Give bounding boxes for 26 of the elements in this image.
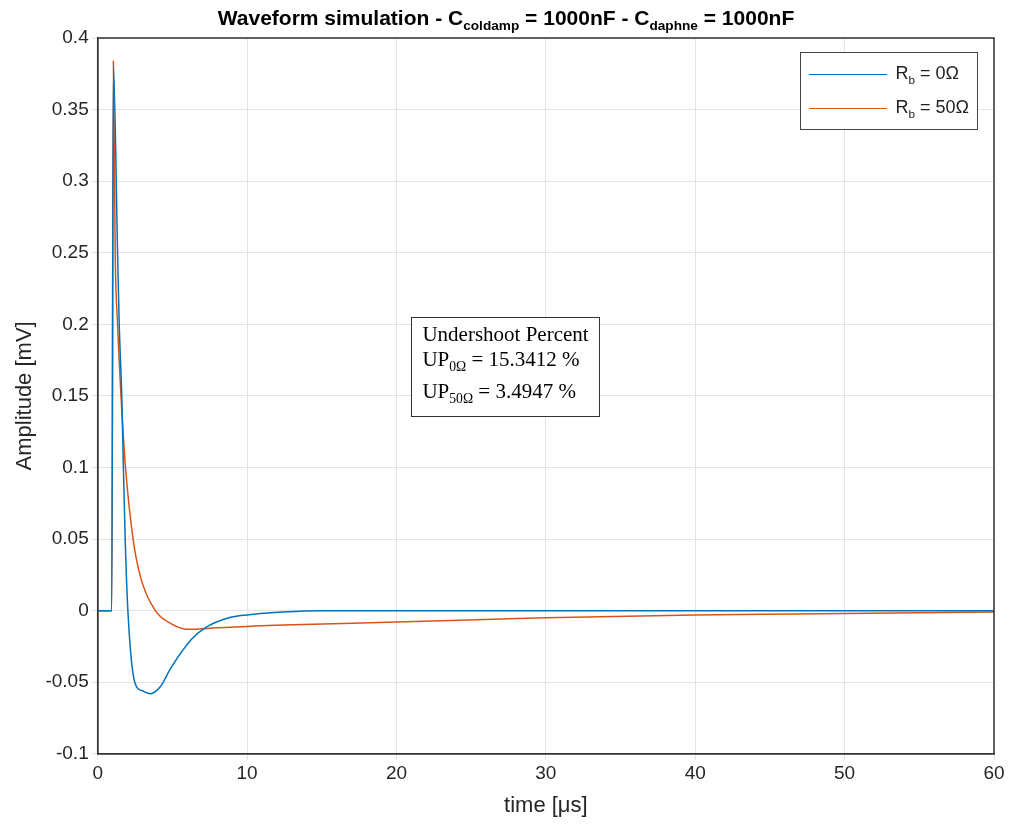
x-tick-label: 60 xyxy=(983,762,1005,784)
y-tick-label: 0.2 xyxy=(62,312,89,334)
annotation: UP$_{50Ω}$ = 3.4947 % xyxy=(422,379,577,409)
x-tick-label: 0 xyxy=(92,762,103,784)
annotation: UP$_{0Ω}$ = 15.3412 % xyxy=(422,347,581,377)
x-tick-label: 50 xyxy=(834,762,856,784)
y-tick-label: -0.1 xyxy=(55,742,89,764)
legend-label: R$_{b}$ = 0Ω xyxy=(895,62,959,86)
y-tick-label: 0.35 xyxy=(51,97,89,119)
chart-title: Waveform simulation - C$_{coldamp}$ = 1000nF - C$_{daphne}$ = 1000nF xyxy=(217,6,795,34)
annotation: Undershoot Percent xyxy=(422,322,589,348)
x-tick-label: 10 xyxy=(236,762,258,784)
y-tick-label: 0 xyxy=(78,598,89,620)
y-tick-label: 0.1 xyxy=(62,455,89,477)
y-tick-label: 0.05 xyxy=(51,527,89,549)
x-tick-label: 40 xyxy=(684,762,706,784)
y-tick-label: 0.15 xyxy=(51,384,89,406)
y-axis-title: Amplitude [mV] xyxy=(11,321,37,471)
y-tick-label: -0.05 xyxy=(45,670,89,692)
y-tick-label: 0.25 xyxy=(51,240,89,262)
x-tick-label: 30 xyxy=(535,762,557,784)
y-tick-label: 0.4 xyxy=(62,26,90,48)
y-tick-label: 0.3 xyxy=(62,169,89,191)
x-axis-title: time [μs] xyxy=(504,791,588,817)
legend-label: R$_{b}$ = 50Ω xyxy=(895,96,969,120)
x-tick-label: 20 xyxy=(385,762,408,784)
